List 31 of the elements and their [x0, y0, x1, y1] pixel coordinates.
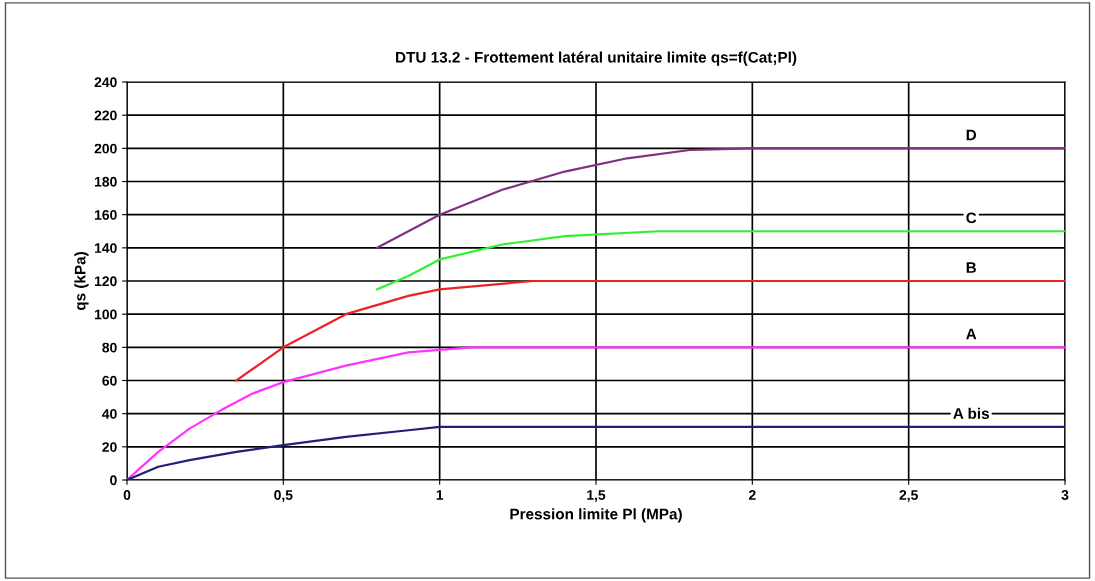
x-tick-label: 2,5 [899, 490, 918, 502]
y-tick-label: 120 [94, 276, 117, 287]
series-label: B [966, 262, 977, 273]
y-tick-label: 220 [94, 110, 117, 121]
y-tick-label: 20 [102, 442, 117, 452]
series-label: D [966, 129, 977, 141]
y-tick-label: 140 [94, 243, 117, 253]
x-tick-label: 3 [1061, 490, 1069, 500]
y-tick-label: 100 [94, 309, 117, 320]
y-tick-label: 240 [94, 77, 117, 88]
chart-title: DTU 13.2 - Frottement latéral unitaire limite qs=f(Cat;Pl) [396, 51, 797, 66]
x-axis-title: Pression limite Pl (MPa) [510, 508, 682, 523]
y-tick-label: 60 [102, 375, 117, 386]
y-tick-label: 200 [94, 143, 117, 154]
line-series [376, 147, 1065, 249]
line-series [376, 230, 1065, 291]
y-tick-label: 160 [94, 210, 117, 220]
x-tick-label: 1,5 [587, 490, 606, 502]
x-tick-label: 2 [748, 490, 756, 500]
x-tick-label: 1 [436, 490, 444, 500]
line-series [235, 279, 1065, 382]
y-tick-label: 40 [102, 409, 117, 419]
y-tick-label: 80 [102, 342, 117, 353]
x-tick-label: 0 [123, 490, 131, 500]
y-axis-title: qs (kPa) [74, 252, 89, 311]
series-label: C [966, 212, 977, 224]
y-tick-label: 0 [110, 475, 117, 486]
y-tick-label: 180 [94, 176, 117, 187]
series-label: A bis [953, 407, 989, 419]
series-label: A [966, 328, 977, 340]
x-tick-label: 0,5 [274, 490, 293, 502]
